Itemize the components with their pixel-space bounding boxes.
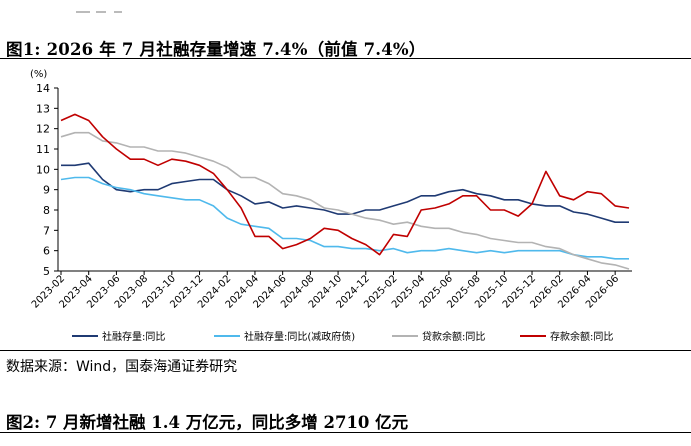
y-axis-unit-label: (%) [30, 69, 47, 80]
cropped-text-fragment [68, 0, 128, 13]
figure1-title: 图1: 2026 年 7 月社融存量增速 7.4%（前值 7.4%） [6, 40, 426, 59]
y-tick-label: 14 [36, 82, 50, 95]
y-tick-label: 7 [43, 224, 50, 237]
title2-rule [0, 432, 691, 433]
y-tick-label: 8 [43, 204, 50, 217]
legend-label-3: 贷款余额:同比 [422, 330, 485, 343]
y-tick-label: 11 [36, 143, 50, 156]
y-tick-label: 13 [36, 102, 50, 115]
series-line-1 [61, 162, 629, 223]
y-tick-label: 12 [36, 123, 50, 136]
source-note: 数据来源：Wind，国泰海通证券研究 [6, 359, 238, 375]
legend-label-2: 社融存量:同比(减政府债) [244, 330, 355, 343]
legend-label-4: 存款余额:同比 [550, 330, 613, 343]
y-tick-label: 10 [36, 163, 50, 176]
line-chart: (%) 5678910111213142023-022023-042023-06… [30, 69, 632, 343]
legend: 社融存量:同比 社融存量:同比(减政府债) 贷款余额:同比 存款余额:同比 [72, 330, 613, 343]
series-line-4 [60, 113, 630, 256]
y-tick-label: 9 [43, 184, 50, 197]
legend-label-1: 社融存量:同比 [102, 330, 165, 343]
series-line-3 [60, 131, 630, 270]
title-rule [0, 58, 691, 59]
y-tick-label: 6 [43, 245, 50, 258]
chart-bottom-rule [0, 350, 691, 351]
axes: 5678910111213142023-022023-042023-062023… [30, 82, 632, 311]
series-line-2 [60, 176, 629, 260]
figure2-title: 图2: 7 月新增社融 1.4 万亿元，同比多增 2710 亿元 [6, 413, 409, 432]
series-layer [60, 113, 630, 270]
y-tick-label: 5 [43, 265, 50, 278]
